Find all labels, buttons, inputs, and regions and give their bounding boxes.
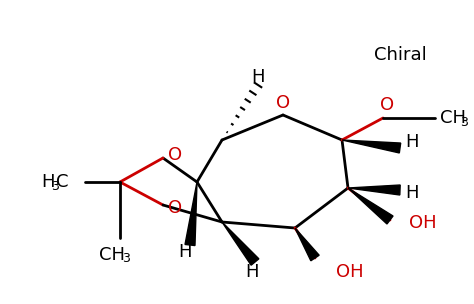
- Text: CH: CH: [99, 246, 125, 264]
- Text: H: H: [405, 133, 419, 151]
- Text: CH: CH: [440, 109, 466, 127]
- Text: H: H: [41, 173, 55, 191]
- Text: 3: 3: [460, 116, 468, 129]
- Text: H: H: [178, 243, 192, 261]
- Polygon shape: [185, 182, 197, 246]
- Text: O: O: [276, 94, 290, 112]
- Text: H: H: [245, 263, 259, 281]
- Polygon shape: [348, 188, 393, 224]
- Polygon shape: [342, 140, 401, 153]
- Text: 3: 3: [122, 253, 130, 265]
- Polygon shape: [222, 222, 259, 265]
- Text: OH: OH: [336, 263, 364, 281]
- Text: O: O: [168, 146, 182, 164]
- Polygon shape: [295, 228, 319, 261]
- Text: H: H: [405, 184, 419, 202]
- Text: O: O: [168, 199, 182, 217]
- Text: 3: 3: [51, 179, 59, 192]
- Text: O: O: [380, 96, 394, 114]
- Text: OH: OH: [409, 214, 437, 232]
- Polygon shape: [348, 185, 400, 195]
- Text: Chiral: Chiral: [374, 46, 427, 64]
- Text: H: H: [251, 68, 265, 86]
- Text: C: C: [56, 173, 68, 191]
